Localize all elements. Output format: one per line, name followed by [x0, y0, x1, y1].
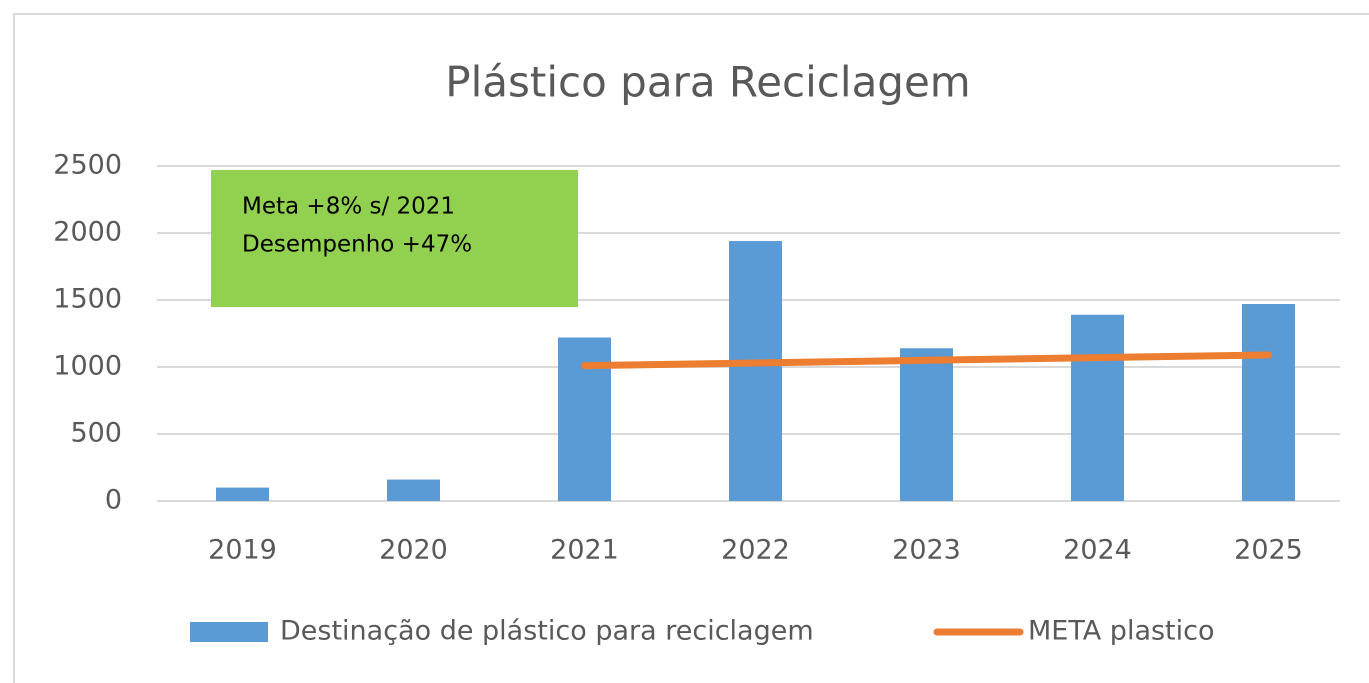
y-tick-label: 2500	[53, 150, 122, 181]
y-tick-label: 2000	[53, 217, 122, 248]
x-tick-label: 2020	[379, 535, 448, 566]
legend-swatch	[190, 622, 268, 642]
annotation-box	[211, 170, 578, 307]
bar	[216, 487, 269, 501]
x-tick-label: 2021	[550, 535, 619, 566]
x-tick-label: 2022	[721, 535, 790, 566]
bar	[387, 479, 440, 501]
y-tick-label: 500	[70, 418, 122, 449]
chart-frame	[13, 13, 1369, 683]
line	[581, 351, 1272, 370]
x-tick-label: 2023	[892, 535, 961, 566]
legend-label: META plastico	[1028, 616, 1215, 647]
annotation-text: Desempenho +47%	[242, 232, 472, 258]
y-tick-label: 0	[105, 485, 122, 516]
x-tick-label: 2019	[208, 535, 277, 566]
y-tick-label: 1000	[53, 351, 122, 382]
bar	[1242, 304, 1295, 501]
chart-title: Plástico para Reciclagem	[445, 58, 970, 107]
bar	[729, 241, 782, 502]
y-tick-label: 1500	[53, 284, 122, 315]
bar	[900, 348, 953, 501]
bar	[1071, 314, 1124, 501]
annotation-text: Meta +8% s/ 2021	[242, 194, 455, 220]
x-tick-label: 2025	[1234, 535, 1303, 566]
x-tick-label: 2024	[1063, 535, 1132, 566]
legend-label: Destinação de plástico para reciclagem	[280, 616, 814, 647]
